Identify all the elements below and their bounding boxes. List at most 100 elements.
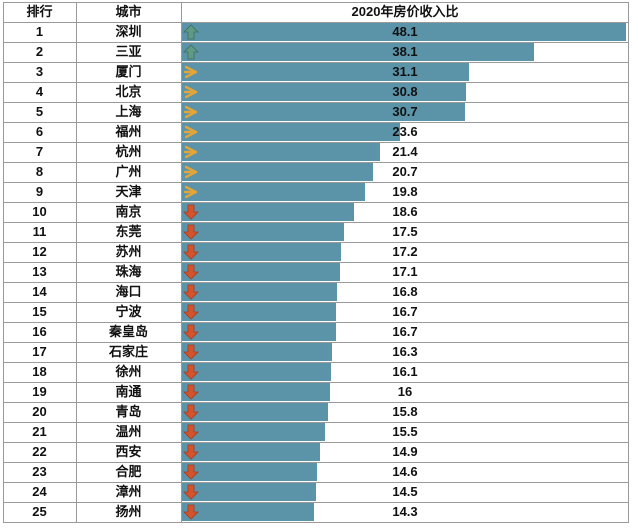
arrow-down-icon: [183, 484, 199, 500]
table-row: 16 秦皇岛 16.7: [3, 322, 629, 342]
value-bar: [182, 323, 336, 341]
arrow-flat-icon: [183, 164, 199, 180]
arrow-flat-icon: [183, 184, 199, 200]
value-label: 48.1: [392, 24, 418, 39]
value-bar: [182, 223, 344, 241]
grid-vline: [3, 2, 4, 522]
rank-cell: 23: [32, 464, 47, 479]
table-row: 12 苏州 17.2: [3, 242, 629, 262]
value-label: 17.2: [392, 244, 418, 259]
value-bar: [182, 263, 340, 281]
bar-cell: 30.8: [181, 82, 629, 102]
city-cell: 海口: [115, 284, 142, 299]
rank-cell: 9: [35, 184, 44, 199]
grid-hline: [3, 462, 629, 463]
table-row: 24 漳州 14.5: [3, 482, 629, 502]
value-label: 16.7: [392, 324, 418, 339]
bar-cell: 38.1: [181, 42, 629, 62]
bar-cell: 15.5: [181, 422, 629, 442]
city-cell: 青岛: [115, 404, 142, 419]
rank-cell: 16: [32, 324, 47, 339]
grid-hline: [3, 102, 629, 103]
grid-hline: [3, 82, 629, 83]
table-row: 8 广州 20.7: [3, 162, 629, 182]
table-row: 18 徐州 16.1: [3, 362, 629, 382]
value-label: 17.1: [392, 264, 418, 279]
value-label: 38.1: [392, 44, 418, 59]
value-label: 16.3: [392, 344, 418, 359]
table-row: 10 南京 18.6: [3, 202, 629, 222]
bar-cell: 21.4: [181, 142, 629, 162]
grid-hline: [3, 142, 629, 143]
grid-vline: [181, 2, 182, 522]
city-cell: 北京: [115, 84, 142, 99]
value-bar: [182, 123, 400, 141]
bar-cell: 16.3: [181, 342, 629, 362]
table-row: 19 南通 16: [3, 382, 629, 402]
value-bar: [182, 83, 466, 101]
city-cell: 苏州: [115, 244, 142, 259]
city-cell: 扬州: [115, 504, 142, 519]
arrow-down-icon: [183, 424, 199, 440]
rank-cell: 15: [32, 304, 47, 319]
city-cell: 宁波: [115, 304, 142, 319]
value-bar: [182, 203, 354, 221]
grid-hline: [3, 2, 629, 3]
grid-hline: [3, 282, 629, 283]
arrow-down-icon: [183, 504, 199, 520]
city-cell: 杭州: [115, 144, 142, 159]
city-cell: 徐州: [115, 364, 142, 379]
grid-hline: [3, 422, 629, 423]
arrow-up-icon: [183, 24, 199, 40]
rank-cell: 10: [32, 204, 47, 219]
value-label: 15.8: [392, 404, 418, 419]
arrow-down-icon: [183, 284, 199, 300]
grid-hline: [3, 62, 629, 63]
city-cell: 漳州: [115, 484, 142, 499]
value-bar: [182, 463, 317, 481]
bar-cell: 23.6: [181, 122, 629, 142]
grid-hline: [3, 42, 629, 43]
city-cell: 福州: [115, 124, 142, 139]
grid-hline: [3, 402, 629, 403]
table-row: 20 青岛 15.8: [3, 402, 629, 422]
city-cell: 西安: [115, 444, 142, 459]
value-label: 23.6: [392, 124, 418, 139]
rank-cell: 4: [35, 84, 44, 99]
rank-cell: 1: [35, 24, 44, 39]
arrow-down-icon: [183, 444, 199, 460]
bar-cell: 16.1: [181, 362, 629, 382]
value-label: 14.9: [392, 444, 418, 459]
value-bar: [182, 443, 320, 461]
value-label: 20.7: [392, 164, 418, 179]
value-bar: [182, 383, 330, 401]
value-bar: [182, 23, 626, 41]
grid-hline: [3, 502, 629, 503]
bar-cell: 16: [181, 382, 629, 402]
value-bar: [182, 63, 469, 81]
arrow-down-icon: [183, 464, 199, 480]
bar-cell: 31.1: [181, 62, 629, 82]
rank-cell: 21: [32, 424, 47, 439]
city-cell: 南通: [115, 384, 142, 399]
header-city: 城市: [115, 4, 142, 19]
table-row: 5 上海 30.7: [3, 102, 629, 122]
arrow-flat-icon: [183, 104, 199, 120]
rank-cell: 13: [32, 264, 47, 279]
grid-hline: [3, 342, 629, 343]
value-label: 30.7: [392, 104, 418, 119]
grid-hline: [3, 242, 629, 243]
arrow-down-icon: [183, 264, 199, 280]
table-row: 6 福州 23.6: [3, 122, 629, 142]
table-row: 25 扬州 14.3: [3, 502, 629, 522]
value-label: 16.8: [392, 284, 418, 299]
value-label: 16: [397, 384, 413, 399]
value-label: 15.5: [392, 424, 418, 439]
value-label: 30.8: [392, 84, 418, 99]
grid-hline: [3, 22, 629, 23]
grid-hline: [3, 182, 629, 183]
city-cell: 秦皇岛: [108, 324, 148, 339]
table-row: 13 珠海 17.1: [3, 262, 629, 282]
value-label: 31.1: [392, 64, 418, 79]
rank-cell: 18: [32, 364, 47, 379]
